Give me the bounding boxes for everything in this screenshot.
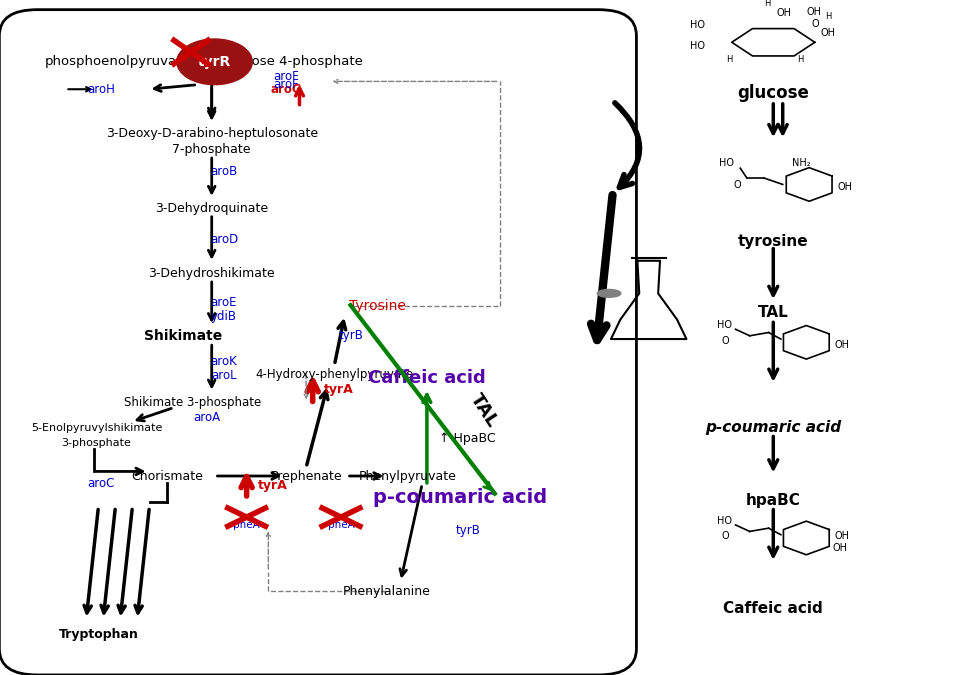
Text: aroL: aroL	[211, 369, 236, 382]
Ellipse shape	[176, 39, 252, 84]
Text: tyrB: tyrB	[338, 329, 363, 342]
Text: HO: HO	[690, 20, 704, 30]
Text: Phenylalanine: Phenylalanine	[342, 585, 430, 598]
Text: OH: OH	[832, 543, 847, 553]
Text: pheA: pheA	[233, 520, 260, 530]
Text: pheA: pheA	[327, 520, 354, 530]
Text: tyrR: tyrR	[197, 55, 231, 69]
Text: 3-Dehydroquinate: 3-Dehydroquinate	[155, 202, 268, 215]
Text: O: O	[733, 180, 740, 190]
Text: tyrosine: tyrosine	[738, 234, 808, 248]
Text: OH: OH	[820, 28, 835, 38]
Text: Prephenate: Prephenate	[270, 470, 341, 483]
Text: OH: OH	[834, 340, 849, 350]
Text: OH: OH	[837, 182, 852, 192]
Text: TAL: TAL	[466, 391, 500, 431]
Text: aroG: aroG	[270, 84, 302, 97]
Text: Tyrosine: Tyrosine	[348, 300, 405, 313]
Text: Erythrose 4-phosphate: Erythrose 4-phosphate	[211, 55, 363, 68]
Text: aroA: aroA	[193, 412, 220, 425]
Text: HO: HO	[716, 516, 731, 526]
Text: aroE: aroE	[211, 296, 237, 309]
Text: ↑ HpaBC: ↑ HpaBC	[438, 432, 496, 446]
Text: O: O	[810, 19, 818, 28]
Text: aroF: aroF	[274, 78, 299, 91]
Text: HO: HO	[716, 320, 731, 330]
Text: tyrB: tyrB	[456, 524, 480, 537]
Text: 3-Dehydroshikimate: 3-Dehydroshikimate	[149, 267, 274, 280]
Text: Caffeic acid: Caffeic acid	[722, 601, 822, 616]
Text: TAL: TAL	[757, 306, 788, 321]
Text: aroD: aroD	[210, 234, 238, 246]
Text: HO: HO	[690, 40, 704, 51]
Text: HO: HO	[718, 158, 733, 168]
Text: H: H	[763, 0, 769, 8]
Text: H: H	[824, 12, 831, 22]
Text: aroF: aroF	[274, 70, 299, 83]
Text: 3-phosphate: 3-phosphate	[62, 438, 132, 448]
Text: Shikimate 3-phosphate: Shikimate 3-phosphate	[124, 396, 261, 409]
Text: O: O	[720, 531, 728, 541]
Text: 4-Hydroxy-phenylpyruvate: 4-Hydroxy-phenylpyruvate	[255, 369, 413, 381]
Text: tyrA: tyrA	[257, 479, 288, 492]
Text: H: H	[725, 55, 732, 64]
Text: aroK: aroK	[211, 355, 237, 369]
Text: ydiB: ydiB	[211, 310, 236, 323]
Text: Shikimate: Shikimate	[144, 329, 222, 343]
Text: glucose: glucose	[737, 84, 808, 102]
Text: H: H	[796, 55, 802, 64]
Text: Chorismate: Chorismate	[132, 470, 203, 483]
Text: Tryptophan: Tryptophan	[58, 628, 138, 641]
Text: 5-Enolpyruvylshikimate: 5-Enolpyruvylshikimate	[30, 423, 162, 433]
Text: p-coumaric acid: p-coumaric acid	[373, 488, 546, 507]
Ellipse shape	[597, 290, 620, 297]
Text: p-coumaric acid: p-coumaric acid	[704, 420, 841, 435]
Text: OH: OH	[834, 531, 849, 541]
Text: tyrA: tyrA	[324, 383, 354, 396]
Text: NH₂: NH₂	[791, 158, 810, 168]
Text: O: O	[720, 335, 728, 346]
Text: OH: OH	[805, 7, 821, 17]
Text: 3-Deoxy-D-arabino-heptulosonate: 3-Deoxy-D-arabino-heptulosonate	[106, 127, 317, 140]
FancyBboxPatch shape	[0, 9, 636, 675]
Text: 7-phosphate: 7-phosphate	[172, 143, 251, 157]
Text: Phenylpyruvate: Phenylpyruvate	[358, 470, 456, 483]
Text: Caffeic acid: Caffeic acid	[368, 369, 485, 387]
Text: aroH: aroH	[88, 83, 115, 96]
Text: aroC: aroC	[88, 477, 115, 489]
Text: aroB: aroB	[210, 165, 237, 178]
Text: OH: OH	[776, 8, 790, 18]
Text: hpaBC: hpaBC	[745, 493, 800, 508]
Text: phosphoenolpyruvate: phosphoenolpyruvate	[45, 55, 190, 68]
